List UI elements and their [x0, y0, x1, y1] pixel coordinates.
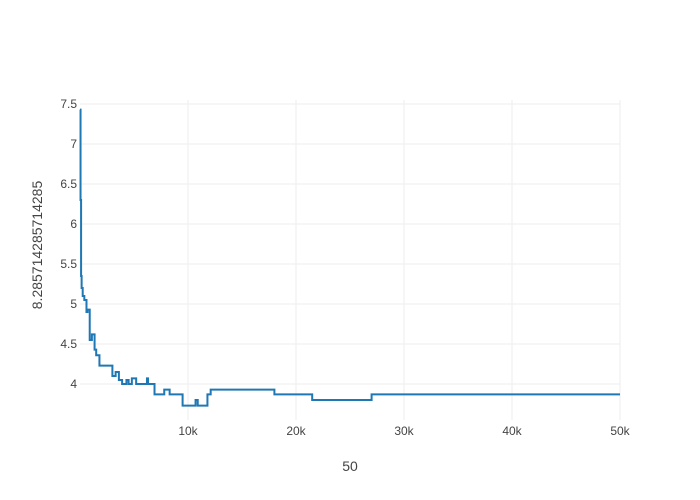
y-tick-label: 4	[70, 377, 77, 391]
x-tick-label: 50k	[610, 424, 630, 438]
series-line	[79, 108, 620, 407]
x-tick-label: 10k	[178, 424, 198, 438]
y-tick-label: 4.5	[60, 337, 77, 351]
y-tick-label: 7.5	[60, 97, 77, 111]
x-tick-label: 30k	[394, 424, 414, 438]
y-tick-label: 5	[70, 297, 77, 311]
x-tick-label: 20k	[286, 424, 306, 438]
x-axis-title: 50	[342, 458, 358, 474]
plot-area	[79, 108, 620, 407]
y-tick-label: 7	[70, 137, 77, 151]
y-tick-label: 5.5	[60, 257, 77, 271]
grid	[80, 100, 621, 420]
y-tick-label: 6.5	[60, 177, 77, 191]
y-axis-title: 8.285714285714285	[29, 181, 45, 310]
x-axis-ticks: 10k 20k 30k 40k 50k	[178, 424, 630, 438]
x-tick-label: 40k	[502, 424, 522, 438]
y-axis-ticks: 4 4.5 5 5.5 6 6.5 7 7.5	[60, 97, 77, 391]
y-tick-label: 6	[70, 217, 77, 231]
